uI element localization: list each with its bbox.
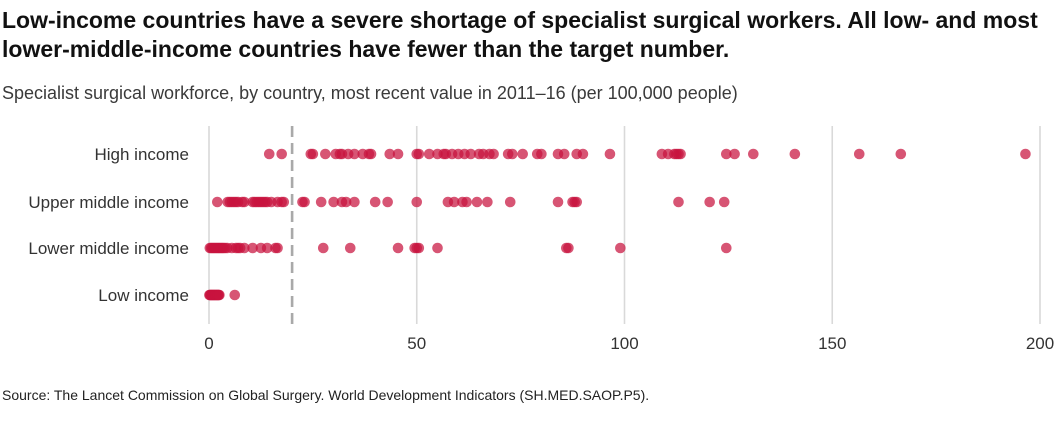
- data-point: [507, 148, 518, 160]
- category-label: High income: [95, 145, 190, 164]
- data-point: [853, 148, 865, 160]
- data-point: [895, 148, 907, 160]
- data-point: [365, 148, 377, 160]
- data-point: [214, 289, 225, 301]
- data-point: [558, 148, 570, 160]
- data-point: [721, 148, 732, 160]
- data-point: [317, 242, 329, 254]
- data-point: [413, 242, 425, 254]
- data-point: [488, 148, 499, 160]
- data-point: [263, 148, 275, 160]
- category-labels: High income Upper middle income Lower midd…: [28, 145, 189, 305]
- x-tick-label: 0: [204, 334, 213, 353]
- data-point: [577, 148, 589, 160]
- data-point: [729, 148, 740, 160]
- data-point: [517, 148, 528, 160]
- data-point: [571, 196, 583, 208]
- data-point: [675, 148, 686, 160]
- data-point: [604, 148, 616, 160]
- data-point: [465, 148, 477, 160]
- data-point: [392, 148, 404, 160]
- data-point: [307, 148, 319, 160]
- source-note: Source: The Lancet Commission on Global …: [2, 387, 650, 403]
- data-point: [384, 148, 396, 160]
- data-point: [552, 196, 564, 208]
- data-point: [504, 196, 516, 208]
- data-point: [328, 196, 339, 208]
- data-point: [789, 148, 801, 160]
- dot-plot-chart: High income Upper middle income Lower midd…: [28, 126, 1054, 353]
- data-point: [423, 148, 435, 160]
- data-point: [718, 196, 730, 208]
- data-point: [261, 242, 273, 254]
- data-point: [615, 242, 626, 254]
- data-point: [461, 196, 472, 208]
- x-axis-tick-labels: 0 50 100 150 200: [204, 334, 1054, 353]
- data-point: [704, 196, 715, 208]
- data-point: [344, 242, 356, 254]
- category-label: Lower middle income: [28, 239, 189, 258]
- data-point: [212, 196, 223, 208]
- data-point: [320, 148, 331, 160]
- data-point: [432, 242, 443, 254]
- data-point: [1020, 148, 1031, 160]
- data-point: [247, 242, 258, 254]
- x-tick-label: 50: [407, 334, 426, 353]
- data-point: [272, 242, 283, 254]
- data-point: [349, 148, 360, 160]
- data-point: [278, 196, 290, 208]
- data-point: [229, 289, 241, 301]
- category-label: Upper middle income: [28, 193, 189, 212]
- data-point: [315, 196, 327, 208]
- data-point: [411, 196, 423, 208]
- data-point: [563, 242, 574, 254]
- x-tick-label: 150: [818, 334, 846, 353]
- x-tick-label: 100: [610, 334, 638, 353]
- chart-title: Low-income countries have a severe short…: [2, 7, 1038, 62]
- data-point: [536, 148, 547, 160]
- data-point: [392, 242, 404, 254]
- data-point: [413, 148, 425, 160]
- data-point: [482, 196, 493, 208]
- data-points: [204, 148, 1031, 301]
- data-point: [369, 196, 381, 208]
- data-point: [340, 196, 352, 208]
- data-point: [349, 196, 360, 208]
- data-point: [299, 196, 310, 208]
- x-tick-label: 200: [1026, 334, 1054, 353]
- data-point: [748, 148, 759, 160]
- data-point: [471, 196, 483, 208]
- data-point: [673, 196, 684, 208]
- data-point: [276, 148, 288, 160]
- data-point: [448, 196, 460, 208]
- category-label: Low income: [98, 286, 189, 305]
- data-point: [382, 196, 393, 208]
- data-point: [721, 242, 732, 254]
- data-point: [239, 196, 250, 208]
- data-point: [239, 242, 250, 254]
- chart-subtitle: Specialist surgical workforce, by countr…: [2, 83, 738, 103]
